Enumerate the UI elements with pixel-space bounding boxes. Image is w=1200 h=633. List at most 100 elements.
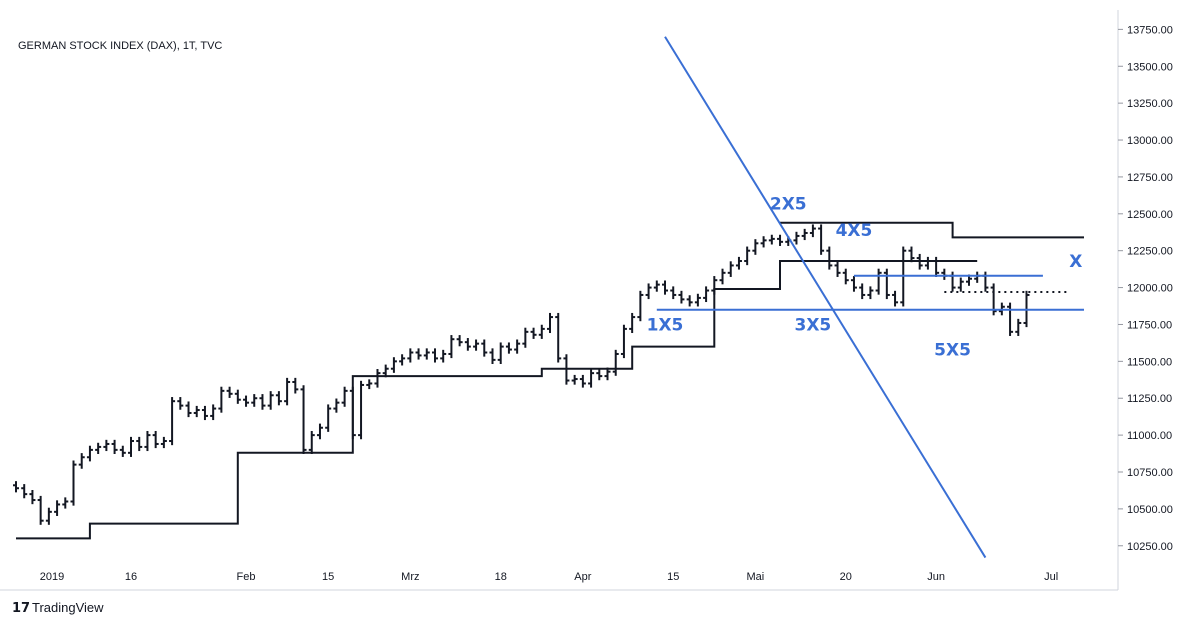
ohlc-bar[interactable] [169, 397, 176, 446]
ohlc-bar[interactable] [505, 342, 512, 354]
ohlc-bar[interactable] [620, 324, 627, 359]
ohlc-bar[interactable] [29, 490, 36, 505]
ohlc-bar[interactable] [177, 397, 184, 410]
ohlc-bar[interactable] [185, 401, 192, 418]
ohlc-bar[interactable] [637, 290, 644, 322]
ohlc-bar[interactable] [645, 283, 652, 300]
ohlc-bar[interactable] [308, 430, 315, 454]
ohlc-bar[interactable] [538, 324, 545, 339]
step-line-lower[interactable] [16, 260, 978, 540]
ohlc-bar[interactable] [267, 391, 274, 410]
ohlc-bar[interactable] [333, 398, 340, 413]
ohlc-bar[interactable] [358, 380, 365, 440]
tradingview-logo[interactable]: 17 TradingView [12, 600, 104, 616]
ohlc-bar[interactable] [448, 335, 455, 359]
ohlc-bar[interactable] [366, 379, 373, 390]
ohlc-bar[interactable] [193, 405, 200, 418]
ohlc-bar[interactable] [834, 261, 841, 277]
ohlc-bar[interactable] [908, 246, 915, 263]
ohlc-bar[interactable] [300, 385, 307, 454]
ohlc-bar[interactable] [818, 224, 825, 255]
ohlc-bar[interactable] [793, 231, 800, 245]
ohlc-bar[interactable] [719, 268, 726, 285]
ohlc-bar[interactable] [226, 386, 233, 398]
ohlc-bar[interactable] [62, 497, 69, 509]
ohlc-bar[interactable] [883, 268, 890, 300]
ohlc-bar[interactable] [653, 280, 660, 292]
ohlc-bar[interactable] [588, 369, 595, 388]
ohlc-bar[interactable] [399, 354, 406, 366]
ohlc-bar[interactable] [530, 327, 537, 339]
ohlc-bar[interactable] [201, 405, 208, 421]
ohlc-bar[interactable] [292, 377, 299, 394]
ohlc-bar[interactable] [111, 439, 118, 454]
ohlc-bar[interactable] [662, 280, 669, 295]
ohlc-bar[interactable] [45, 507, 52, 525]
ohlc-bar[interactable] [407, 348, 414, 363]
ohlc-bar[interactable] [735, 256, 742, 270]
ohlc-bar[interactable] [13, 481, 19, 493]
ohlc-bar[interactable] [119, 445, 126, 457]
ohlc-bar[interactable] [152, 430, 159, 449]
ohlc-bar[interactable] [390, 357, 397, 373]
ohlc-bar[interactable] [218, 386, 225, 413]
ohlc-bar[interactable] [456, 335, 463, 347]
trend-line[interactable] [664, 36, 987, 559]
ohlc-bar[interactable] [251, 394, 258, 407]
ohlc-bar[interactable] [777, 234, 784, 246]
ohlc-bar[interactable] [481, 339, 488, 357]
ohlc-bar[interactable] [760, 236, 767, 248]
ohlc-bar[interactable] [489, 348, 496, 364]
ohlc-bar[interactable] [670, 286, 677, 300]
ohlc-bar[interactable] [54, 500, 61, 516]
ohlc-bar[interactable] [128, 436, 135, 457]
ohlc-bar[interactable] [686, 295, 693, 307]
ohlc-bar[interactable] [275, 391, 282, 406]
ohlc-bar[interactable] [850, 276, 857, 292]
ohlc-bar[interactable] [957, 277, 964, 292]
ohlc-bar[interactable] [37, 495, 44, 525]
ohlc-bar[interactable] [284, 377, 291, 406]
ohlc-bar[interactable] [70, 460, 77, 506]
ohlc-bar[interactable] [629, 312, 636, 334]
ohlc-bar[interactable] [514, 339, 521, 354]
ohlc-bar[interactable] [571, 374, 578, 385]
ohlc-bar[interactable] [826, 246, 833, 270]
ohlc-bar[interactable] [727, 261, 734, 277]
ohlc-bar[interactable] [21, 484, 28, 499]
ohlc-bar[interactable] [160, 436, 167, 449]
ohlc-bar[interactable] [234, 389, 241, 404]
ohlc-bar[interactable] [423, 348, 430, 360]
ohlc-bar[interactable] [1015, 318, 1022, 336]
ohlc-bar[interactable] [243, 395, 250, 407]
ohlc-bar[interactable] [579, 374, 586, 388]
ohlc-bar[interactable] [875, 268, 882, 295]
ohlc-bar[interactable] [694, 293, 701, 307]
ohlc-bar[interactable] [259, 394, 266, 410]
ohlc-bar[interactable] [555, 312, 562, 363]
ohlc-bar[interactable] [744, 246, 751, 266]
ohlc-bar[interactable] [892, 290, 899, 307]
ohlc-bar[interactable] [440, 349, 447, 363]
ohlc-bar[interactable] [612, 349, 619, 376]
ohlc-bar[interactable] [522, 327, 529, 348]
ohlc-bar[interactable] [678, 290, 685, 304]
ohlc-bar[interactable] [431, 348, 438, 363]
ohlc-bar[interactable] [374, 369, 381, 388]
ohlc-bar[interactable] [768, 234, 775, 245]
ohlc-bar[interactable] [136, 436, 143, 452]
ohlc-bar[interactable] [341, 386, 348, 407]
ohlc-bar[interactable] [859, 283, 866, 300]
ohlc-bar[interactable] [842, 268, 849, 285]
ohlc-bar[interactable] [867, 286, 874, 300]
step-line-upper[interactable] [780, 221, 1084, 239]
ohlc-bar[interactable] [103, 439, 110, 452]
ohlc-bar[interactable] [809, 224, 816, 238]
ohlc-bar[interactable] [1007, 302, 1014, 336]
ohlc-bar[interactable] [86, 445, 93, 462]
ohlc-bar[interactable] [497, 342, 504, 364]
ohlc-bar[interactable] [801, 228, 808, 241]
ohlc-bar[interactable] [752, 239, 759, 255]
ohlc-bar[interactable] [473, 339, 480, 351]
ohlc-bar[interactable] [144, 430, 151, 452]
